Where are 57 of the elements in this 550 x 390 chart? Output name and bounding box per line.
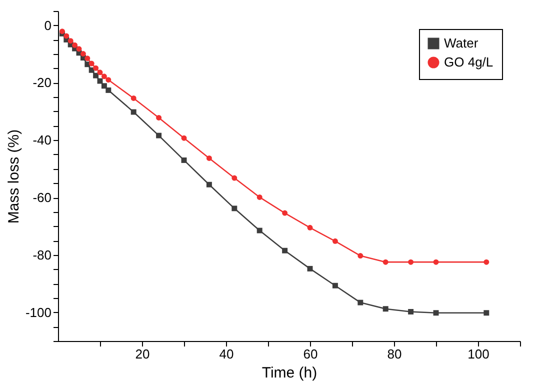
point xyxy=(76,46,82,52)
point xyxy=(84,56,90,62)
point xyxy=(106,77,112,83)
point xyxy=(97,70,103,76)
point xyxy=(88,60,94,66)
point xyxy=(433,310,439,316)
point xyxy=(101,83,107,89)
point xyxy=(332,282,338,288)
point xyxy=(408,308,414,314)
point xyxy=(433,259,439,265)
point xyxy=(106,87,112,93)
point xyxy=(408,259,414,265)
point xyxy=(232,175,238,181)
x-tick-label: 20 xyxy=(135,346,150,362)
legend-label: Water xyxy=(444,36,479,50)
point xyxy=(93,72,99,78)
y-tick-label: -80 xyxy=(32,247,52,262)
y-tick-label: -20 xyxy=(32,75,52,90)
x-tick-label: 40 xyxy=(219,346,234,362)
point xyxy=(358,253,364,259)
point xyxy=(484,259,490,265)
point xyxy=(382,259,388,265)
point xyxy=(181,135,187,141)
y-tick-label: -40 xyxy=(32,132,52,148)
y-tick-label: -60 xyxy=(32,190,52,206)
point xyxy=(206,155,212,161)
y-tick-label: 0 xyxy=(44,18,52,33)
point xyxy=(232,206,238,212)
point xyxy=(206,182,212,188)
point xyxy=(130,96,136,101)
point xyxy=(130,109,136,115)
point xyxy=(382,306,388,312)
point xyxy=(156,132,162,138)
y-tick-label: -100 xyxy=(25,304,52,320)
point xyxy=(307,266,313,272)
x-axis-title: Time (h) xyxy=(262,364,318,382)
point xyxy=(68,38,74,44)
point xyxy=(256,194,262,200)
point xyxy=(181,157,187,163)
legend-label: GO 4g/L xyxy=(444,54,494,70)
x-tick-label: 80 xyxy=(387,346,402,362)
point xyxy=(358,300,364,306)
point xyxy=(93,65,99,71)
point xyxy=(72,42,78,48)
x-tick-label: 100 xyxy=(468,346,490,362)
point xyxy=(307,224,313,230)
point xyxy=(332,238,338,244)
point xyxy=(64,33,70,39)
y-axis-title: Mass loss (%) xyxy=(5,129,22,224)
point xyxy=(80,51,86,56)
point xyxy=(282,248,288,254)
point xyxy=(256,228,262,234)
point xyxy=(282,210,288,216)
x-tick-label: 60 xyxy=(303,346,318,362)
point xyxy=(484,310,490,316)
point xyxy=(156,115,162,120)
point xyxy=(101,74,107,80)
